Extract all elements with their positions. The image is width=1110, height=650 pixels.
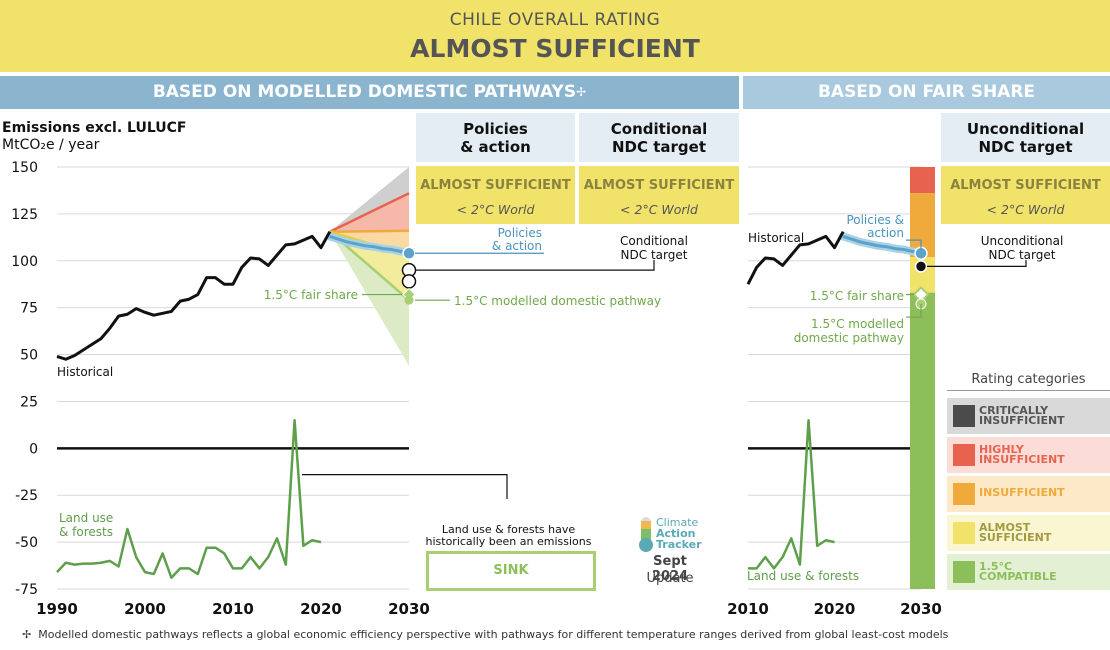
unconditional-ndc-marker (914, 260, 928, 273)
x-tick-label: 2000 (124, 600, 166, 618)
fair-share-band (910, 292, 935, 589)
modelled-pathway-label: 1.5°C modelled domestic pathway (454, 294, 662, 308)
legend-swatch (953, 405, 975, 427)
legend-item: HIGHLY INSUFFICIENT (947, 437, 1110, 473)
fair-share-band (910, 193, 935, 258)
axis-title: Emissions excl. LULUCF (2, 120, 187, 136)
land-use-label-fair: Land use & forests (747, 569, 860, 583)
legend-label: ALMOST SUFFICIENT (979, 521, 1052, 544)
x-tick-label: 2010 (727, 600, 769, 618)
y-tick-labels: 150 125 100 75 50 25 0 -25 -50 -75 (11, 160, 38, 598)
conditional-ndc-label: Conditional NDC target (620, 234, 688, 262)
historical-label: Historical (57, 365, 114, 379)
banner-subtitle: CHILE OVERALL RATING (449, 10, 661, 30)
legend-swatch (953, 561, 975, 583)
legend-label: CRITICALLY INSUFFICIENT (979, 404, 1065, 427)
insufficient-boundary (329, 229, 410, 233)
legend-label: 1.5°C COMPATIBLE (979, 560, 1057, 583)
data-series (56, 230, 925, 579)
x-tick-label: 2020 (300, 600, 342, 618)
domestic-pathways-header: BASED ON MODELLED DOMESTIC PATHWAYS✢ (0, 76, 739, 109)
y-tick-label: 125 (11, 207, 38, 223)
rating-banner (0, 0, 1110, 72)
y-tick-label: -50 (15, 535, 38, 551)
legend-label: HIGHLY INSUFFICIENT (979, 443, 1065, 466)
land-use-line (748, 418, 835, 570)
x-tick-label: 1990 (36, 600, 78, 618)
legend-label: INSUFFICIENT (979, 486, 1065, 499)
axis-unit: MtCO₂e / year (2, 137, 100, 153)
legend-title: Rating categories (947, 372, 1110, 391)
critically-insufficient-fan (329, 167, 409, 232)
historical-line (56, 230, 332, 361)
legend-item: 1.5°C COMPATIBLE (947, 554, 1110, 590)
data-markers (401, 246, 930, 310)
y-tick-label: 150 (11, 160, 38, 176)
sink-leader (302, 473, 508, 499)
legend-item: ALMOST SUFFICIENT (947, 515, 1110, 551)
legend-swatch (953, 522, 975, 544)
y-tick-label: -75 (15, 582, 38, 598)
land-use-line (56, 418, 322, 579)
unconditional-rating-box: ALMOST SUFFICIENT < 2°C World (941, 166, 1110, 224)
policies-line (842, 234, 922, 255)
brand-update: Update (646, 571, 694, 586)
y-tick-label: 0 (29, 441, 38, 457)
modelled-pathway-marker (404, 295, 414, 305)
historical-label-fair: Historical (748, 231, 805, 245)
x-tick-label: 2030 (388, 600, 430, 618)
policies-leader-fair (906, 239, 922, 250)
legend-item: CRITICALLY INSUFFICIENT (947, 398, 1110, 434)
y-tick-label: 50 (20, 348, 38, 364)
legend-swatch (953, 483, 975, 505)
legend-item: INSUFFICIENT (947, 476, 1110, 512)
x-tick-label: 2010 (212, 600, 254, 618)
unconditional-ndc-label: Unconditional NDC target (980, 234, 1064, 262)
gridlines (57, 166, 921, 590)
y-tick-label: 75 (20, 301, 38, 317)
land-use-label: Land use & forests (59, 511, 114, 539)
banner-title: ALMOST SUFFICIENT (410, 34, 700, 63)
x-tick-labels: 1990 2000 2010 2020 2030 2010 2020 2030 (36, 600, 942, 618)
policies-label-fair: Policies & action (846, 213, 904, 240)
brand-logo-text: Climate Action Tracker (656, 516, 702, 551)
highly-insufficient-boundary (329, 192, 410, 233)
fair-share-bands (328, 167, 935, 589)
modelled-pathway-label-fair: 1.5°C modelled domestic pathway (793, 317, 904, 345)
policies-label: Policies & action (491, 226, 542, 253)
fair-share-band (910, 167, 935, 194)
conditional-column-header: Conditional NDC target (579, 113, 739, 162)
policies-2030-marker (402, 246, 416, 261)
historical-line (746, 230, 845, 285)
thermometer-icon (639, 517, 653, 552)
leader-lines (302, 239, 1027, 499)
brand-date: Sept 2024 (651, 554, 689, 584)
sink-badge: SINK (426, 551, 596, 591)
x-tick-label: 2020 (814, 600, 856, 618)
conditional-rating-box: ALMOST SUFFICIENT < 2°C World (579, 166, 739, 224)
y-tick-label: 25 (20, 394, 38, 410)
policies-rating-box: ALMOST SUFFICIENT < 2°C World (416, 166, 575, 224)
footnote: ✢ Modelled domestic pathways reflects a … (22, 628, 949, 641)
fair-share-label: 1.5°C fair share (263, 288, 358, 302)
y-tick-label: 100 (11, 254, 38, 270)
sink-note: Land use & forests have historically been… (425, 523, 592, 548)
modelled-leader-fair (906, 303, 922, 318)
policies-line (329, 234, 410, 255)
legend-swatch (953, 444, 975, 466)
fair-share-header: BASED ON FAIR SHARE (743, 76, 1110, 109)
unconditional-leader (927, 259, 1027, 268)
compatible-fan (329, 231, 409, 366)
x-tick-label: 2030 (900, 600, 942, 618)
conditional-ndc-marker (401, 274, 417, 289)
unconditional-column-header: Unconditional NDC target (941, 113, 1110, 162)
fair-share-label-fair: 1.5°C fair share (809, 289, 904, 303)
y-tick-label: -25 (15, 488, 38, 504)
policies-column-header: Policies & action (416, 113, 575, 162)
conditional-leader (416, 259, 655, 271)
